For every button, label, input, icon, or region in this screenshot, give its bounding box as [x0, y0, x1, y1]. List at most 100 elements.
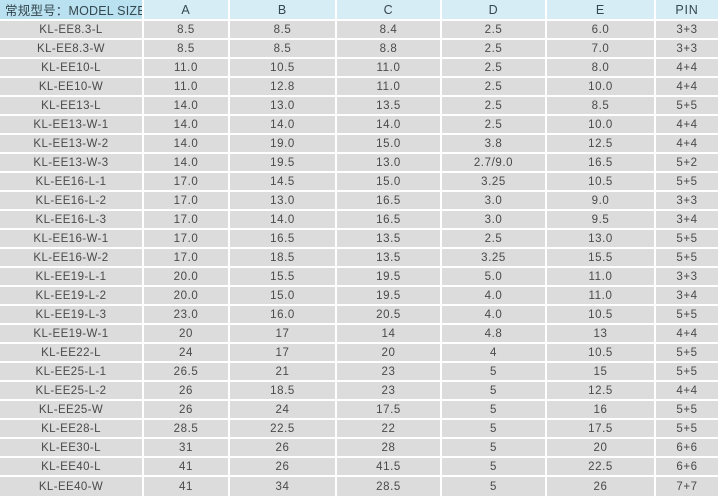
value-cell-a: 11.0 [144, 59, 230, 78]
value-cell-e: 6.0 [547, 21, 656, 40]
value-cell-a: 17.0 [144, 249, 230, 268]
header-cell-pin: PIN [656, 0, 718, 21]
value-cell-pin: 3+3 [656, 40, 718, 59]
model-cell: KL-EE30-L [0, 439, 144, 458]
value-cell-d: 5 [442, 382, 547, 401]
value-cell-c: 19.5 [337, 268, 442, 287]
value-cell-e: 13.0 [547, 230, 656, 249]
value-cell-d: 5 [442, 363, 547, 382]
value-cell-d: 5 [442, 458, 547, 477]
value-cell-a: 14.0 [144, 135, 230, 154]
table-row: KL-EE28-L 28.5 22.5 22 5 17.5 5+5 [0, 420, 718, 439]
model-cell: KL-EE10-L [0, 59, 144, 78]
value-cell-a: 31 [144, 439, 230, 458]
value-cell-e: 17.5 [547, 420, 656, 439]
table-row: KL-EE19-L-1 20.0 15.5 19.5 5.0 11.0 3+3 [0, 268, 718, 287]
value-cell-pin: 5+5 [656, 249, 718, 268]
value-cell-pin: 4+4 [656, 59, 718, 78]
value-cell-a: 11.0 [144, 78, 230, 97]
value-cell-a: 20.0 [144, 268, 230, 287]
value-cell-e: 10.0 [547, 116, 656, 135]
value-cell-b: 17 [230, 325, 337, 344]
table-row: KL-EE13-W-2 14.0 19.0 15.0 3.8 12.5 4+4 [0, 135, 718, 154]
table-header: 常规型号：MODEL SIZE A B C D E PIN [0, 0, 718, 21]
value-cell-pin: 4+4 [656, 135, 718, 154]
value-cell-e: 8.0 [547, 59, 656, 78]
table-row: KL-EE19-L-2 20.0 15.0 19.5 4.0 11.0 3+4 [0, 287, 718, 306]
value-cell-pin: 5+5 [656, 306, 718, 325]
table-row: KL-EE16-L-3 17.0 14.0 16.5 3.0 9.5 3+4 [0, 211, 718, 230]
value-cell-a: 26 [144, 382, 230, 401]
value-cell-e: 11.0 [547, 287, 656, 306]
value-cell-c: 14.0 [337, 116, 442, 135]
value-cell-d: 3.8 [442, 135, 547, 154]
table-row: KL-EE16-L-1 17.0 14.5 15.0 3.25 10.5 5+5 [0, 173, 718, 192]
value-cell-c: 16.5 [337, 192, 442, 211]
value-cell-e: 22.5 [547, 458, 656, 477]
value-cell-pin: 4+4 [656, 116, 718, 135]
value-cell-a: 20.0 [144, 287, 230, 306]
model-cell: KL-EE13-L [0, 97, 144, 116]
value-cell-d: 2.5 [442, 40, 547, 59]
table-row: KL-EE10-W 11.0 12.8 11.0 2.5 10.0 4+4 [0, 78, 718, 97]
table-row: KL-EE16-W-1 17.0 16.5 13.5 2.5 13.0 5+5 [0, 230, 718, 249]
value-cell-c: 14 [337, 325, 442, 344]
table-row: KL-EE22-L 24 17 20 4 10.5 5+5 [0, 344, 718, 363]
header-cell-c: C [337, 0, 442, 21]
value-cell-a: 26.5 [144, 363, 230, 382]
value-cell-e: 10.5 [547, 306, 656, 325]
value-cell-c: 13.5 [337, 230, 442, 249]
table-row: KL-EE8.3-L 8.5 8.5 8.4 2.5 6.0 3+3 [0, 21, 718, 40]
value-cell-b: 21 [230, 363, 337, 382]
header-cell-b: B [230, 0, 337, 21]
value-cell-b: 14.5 [230, 173, 337, 192]
value-cell-pin: 3+4 [656, 287, 718, 306]
value-cell-e: 12.5 [547, 382, 656, 401]
value-cell-e: 12.5 [547, 135, 656, 154]
value-cell-b: 14.0 [230, 211, 337, 230]
value-cell-b: 19.0 [230, 135, 337, 154]
value-cell-e: 15.5 [547, 249, 656, 268]
value-cell-pin: 3+3 [656, 192, 718, 211]
value-cell-c: 15.0 [337, 135, 442, 154]
model-cell: KL-EE25-L-1 [0, 363, 144, 382]
header-cell-e: E [547, 0, 656, 21]
value-cell-c: 13.5 [337, 97, 442, 116]
value-cell-b: 16.5 [230, 230, 337, 249]
model-cell: KL-EE28-L [0, 420, 144, 439]
model-cell: KL-EE13-W-2 [0, 135, 144, 154]
value-cell-d: 4.0 [442, 287, 547, 306]
value-cell-pin: 6+6 [656, 439, 718, 458]
header-cell-d: D [442, 0, 547, 21]
value-cell-a: 24 [144, 344, 230, 363]
value-cell-c: 8.8 [337, 40, 442, 59]
value-cell-c: 19.5 [337, 287, 442, 306]
value-cell-b: 19.5 [230, 154, 337, 173]
value-cell-e: 11.0 [547, 268, 656, 287]
value-cell-e: 8.5 [547, 97, 656, 116]
value-cell-pin: 5+5 [656, 97, 718, 116]
header-cell-model-size: 常规型号：MODEL SIZE [0, 0, 144, 21]
value-cell-e: 15 [547, 363, 656, 382]
value-cell-e: 10.5 [547, 173, 656, 192]
value-cell-b: 14.0 [230, 116, 337, 135]
value-cell-d: 3.0 [442, 192, 547, 211]
value-cell-c: 28 [337, 439, 442, 458]
header-cell-a: A [144, 0, 230, 21]
value-cell-pin: 4+4 [656, 382, 718, 401]
value-cell-a: 17.0 [144, 173, 230, 192]
model-cell: KL-EE16-L-1 [0, 173, 144, 192]
table-row: KL-EE8.3-W 8.5 8.5 8.8 2.5 7.0 3+3 [0, 40, 718, 59]
value-cell-c: 17.5 [337, 401, 442, 420]
value-cell-d: 3.25 [442, 173, 547, 192]
value-cell-a: 41 [144, 458, 230, 477]
value-cell-c: 23 [337, 363, 442, 382]
value-cell-d: 2.5 [442, 59, 547, 78]
table-row: KL-EE13-W-3 14.0 19.5 13.0 2.7/9.0 16.5 5+2 [0, 154, 718, 173]
value-cell-b: 8.5 [230, 40, 337, 59]
table-row: KL-EE40-W 41 34 28.5 5 26 7+7 [0, 477, 718, 496]
value-cell-d: 5.0 [442, 268, 547, 287]
value-cell-d: 5 [442, 420, 547, 439]
table-row: KL-EE25-L-1 26.5 21 23 5 15 5+5 [0, 363, 718, 382]
